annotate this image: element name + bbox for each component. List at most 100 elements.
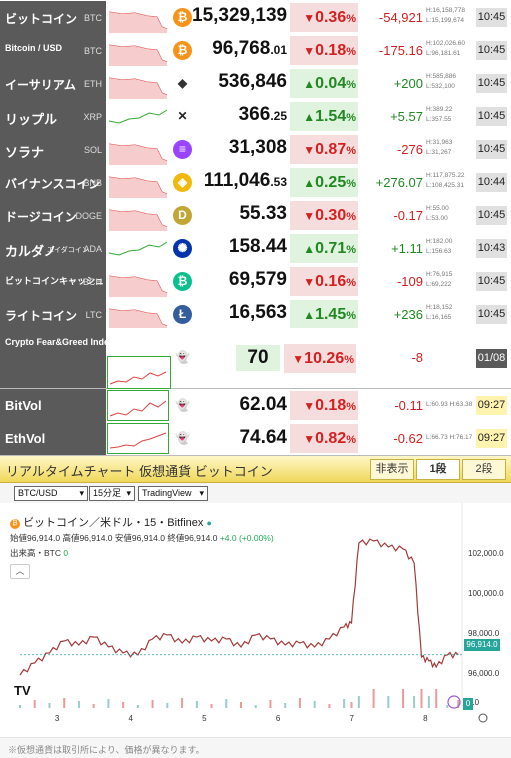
ethvol-pct: ▼0.82% xyxy=(290,424,358,453)
btc-icon: ₿ xyxy=(173,8,192,27)
quote-row-eth[interactable]: イーサリアム ETH ◆ 536,846 ▲0.04% +200 H:585,886 L:53… xyxy=(0,67,511,101)
tradingview-logo-icon: TV xyxy=(14,683,31,698)
quote-symbol: LTC xyxy=(85,310,102,320)
quote-name: リップル XRP xyxy=(0,100,106,133)
price-chart[interactable]: 102,000.0 100,000.0 98,000.0 96,000.0 0.0 3 4 5… xyxy=(0,503,511,732)
volume-bar xyxy=(413,696,416,708)
y-tick-label: 0.0 xyxy=(468,698,480,707)
quote-pct: ▲1.45% xyxy=(290,300,358,329)
ethvol-time: 09:27 xyxy=(476,429,507,448)
volume-bar xyxy=(313,701,316,708)
pair-select[interactable]: BTC/USD ▾ xyxy=(14,486,88,501)
fear-greed-row[interactable]: Crypto Fear&Greed Index 👻 70 ▼10.26% -8 … xyxy=(0,328,511,389)
quote-row-btc[interactable]: ビットコイン BTC ₿ 15,329,139 ▼0.36% -54,921 H:16,15… xyxy=(0,1,511,35)
quote-row-btc[interactable]: Bitcoin / USD BTC ₿ 96,768.01 ▼0.18% -175.16 H… xyxy=(0,34,511,68)
volume-bar xyxy=(343,699,346,708)
quote-name: ビットコイン BTC xyxy=(0,1,106,34)
quote-row-bch[interactable]: ビットコインキャッシュ BCH ₿ 69,579 ▼0.16% -109 H:76,915 L… xyxy=(0,265,511,299)
footer: ※仮想通貨は取引所により、価格が異なります。 xyxy=(0,737,511,758)
quote-row-ada[interactable]: カルダノ エイダコイン ADA ✺ 158.44 ▲0.71% +1.11 H:182.00 L… xyxy=(0,232,511,266)
volume-bar xyxy=(92,704,95,708)
eth-icon: ◆ xyxy=(173,74,192,93)
volume-bar xyxy=(77,701,80,708)
quote-symbol: BTC xyxy=(84,46,102,56)
quote-name: イーサリアム ETH xyxy=(0,67,106,100)
quote-pct: ▼0.18% xyxy=(290,36,358,65)
provider-select[interactable]: TradingView ▾ xyxy=(138,486,208,501)
chevron-down-icon: ▾ xyxy=(199,488,204,498)
quote-time: 10:45 xyxy=(476,272,507,291)
chart-header-title: リアルタイムチャート 仮想通貨 ビットコイン xyxy=(6,464,273,479)
quote-price: 536,846 xyxy=(218,71,287,92)
bitvol-row[interactable]: BitVol 👻 62.04 ▼0.18% -0.11 L:60.93 H:63… xyxy=(0,389,511,423)
volume-bar xyxy=(298,698,301,708)
quote-pct: ▼0.16% xyxy=(290,267,358,296)
quote-symbol: ADA xyxy=(83,244,102,254)
quote-time: 10:45 xyxy=(476,107,507,126)
chevron-down-icon: ▾ xyxy=(126,488,131,498)
ada-icon: ✺ xyxy=(173,239,192,258)
price-series-line xyxy=(19,538,459,676)
bitvol-time: 09:27 xyxy=(476,396,507,415)
two-row-button[interactable]: 2段 xyxy=(462,459,506,480)
one-row-button[interactable]: 1段 xyxy=(416,459,460,480)
x-tick-label: 4 xyxy=(129,714,134,723)
quote-name: カルダノ エイダコイン ADA xyxy=(0,232,106,265)
quote-high-low: H:117,875.22 L:108,425.31 xyxy=(426,172,465,189)
price-chart-canvas: 102,000.0 100,000.0 98,000.0 96,000.0 0.0 3 4 5… xyxy=(14,503,504,723)
bch-icon: ₿ xyxy=(173,272,192,291)
quote-price: 31,308 xyxy=(228,137,287,158)
quote-time: 10:45 xyxy=(476,206,507,225)
hide-button[interactable]: 非表示 xyxy=(370,459,414,480)
ethvol-row[interactable]: EthVol 👻 74.64 ▼0.82% -0.62 L:66.73 H:76… xyxy=(0,422,511,456)
quote-change: +200 xyxy=(393,76,423,91)
collapse-icon[interactable]: ︿ xyxy=(10,564,30,579)
quote-row-doge[interactable]: ドージコイン DOGE D 55.33 ▼0.30% -0.17 H:55.00 L:53.0… xyxy=(0,199,511,233)
quote-change: -276 xyxy=(396,142,423,157)
quote-change: -175.16 xyxy=(378,43,423,58)
footer-note: ※仮想通貨は取引所により、価格が異なります。 xyxy=(8,745,205,755)
quote-sparkline xyxy=(107,299,169,330)
volume-readout: 出来高・BTC 0 xyxy=(10,548,69,558)
quote-change: -0.17 xyxy=(393,208,423,223)
quote-row-bnb[interactable]: バイナンスコイン BNB ◈ 111,046.53 ▲0.25% +276.07 H:117… xyxy=(0,166,511,200)
quote-time: 10:45 xyxy=(476,140,507,159)
chart-title: ₿ ビットコイン／米ドル・15・Bitfinex ● xyxy=(10,514,212,530)
y-tick-label: 100,000.0 xyxy=(468,589,504,598)
quote-name: ドージコイン DOGE xyxy=(0,199,106,232)
fear-greed-pct: ▼10.26% xyxy=(284,344,356,373)
sol-icon: ≡ xyxy=(173,140,192,159)
quote-price: 111,046.53 xyxy=(203,170,287,191)
fear-greed-name: Crypto Fear&Greed Index xyxy=(0,328,114,388)
quote-row-ltc[interactable]: ライトコイン LTC Ł 16,563 ▲1.45% +236 H:18,152 L:16,1… xyxy=(0,298,511,332)
volume-bar xyxy=(427,696,430,708)
quote-high-low: H:389.22 L:357.55 xyxy=(426,106,453,123)
volume-bar xyxy=(136,705,139,708)
volume-bar xyxy=(435,689,438,708)
quote-row-sol[interactable]: ソラナ SOL ≡ 31,308 ▼0.87% -276 H:31,963 L:31,267 1… xyxy=(0,133,511,167)
xrp-icon: ✕ xyxy=(173,107,192,126)
bitvol-high-low: L:60.93 H:63.38 xyxy=(426,401,473,408)
volume-bar xyxy=(122,702,125,708)
ghost-icon: 👻 xyxy=(175,350,190,364)
volume-bar xyxy=(387,696,390,708)
quote-sparkline xyxy=(107,134,169,165)
bitvol-pct: ▼0.18% xyxy=(290,391,358,420)
quote-time: 10:45 xyxy=(476,8,507,27)
quote-sparkline xyxy=(107,68,169,99)
bitvol-change: -0.11 xyxy=(394,398,423,413)
quote-sparkline xyxy=(107,200,169,231)
quote-name: バイナンスコイン BNB xyxy=(0,166,106,199)
ethvol-price: 74.64 xyxy=(239,427,287,448)
quote-time: 10:45 xyxy=(476,305,507,324)
quote-high-low: H:76,915 L:69,222 xyxy=(426,271,453,288)
quote-high-low: H:585,886 L:532,100 xyxy=(426,73,456,90)
interval-select[interactable]: 15分足 ▾ xyxy=(89,486,135,501)
fear-greed-sparkline xyxy=(107,356,171,389)
bitvol-price: 62.04 xyxy=(239,394,287,415)
quote-pct: ▲1.54% xyxy=(290,102,358,131)
quote-row-xrp[interactable]: リップル XRP ✕ 366.25 ▲1.54% +5.57 H:389.22 L:357.5… xyxy=(0,100,511,134)
quote-symbol: BNB xyxy=(83,178,102,188)
quote-symbol: DOGE xyxy=(75,211,102,221)
quote-change: -54,921 xyxy=(378,10,423,25)
